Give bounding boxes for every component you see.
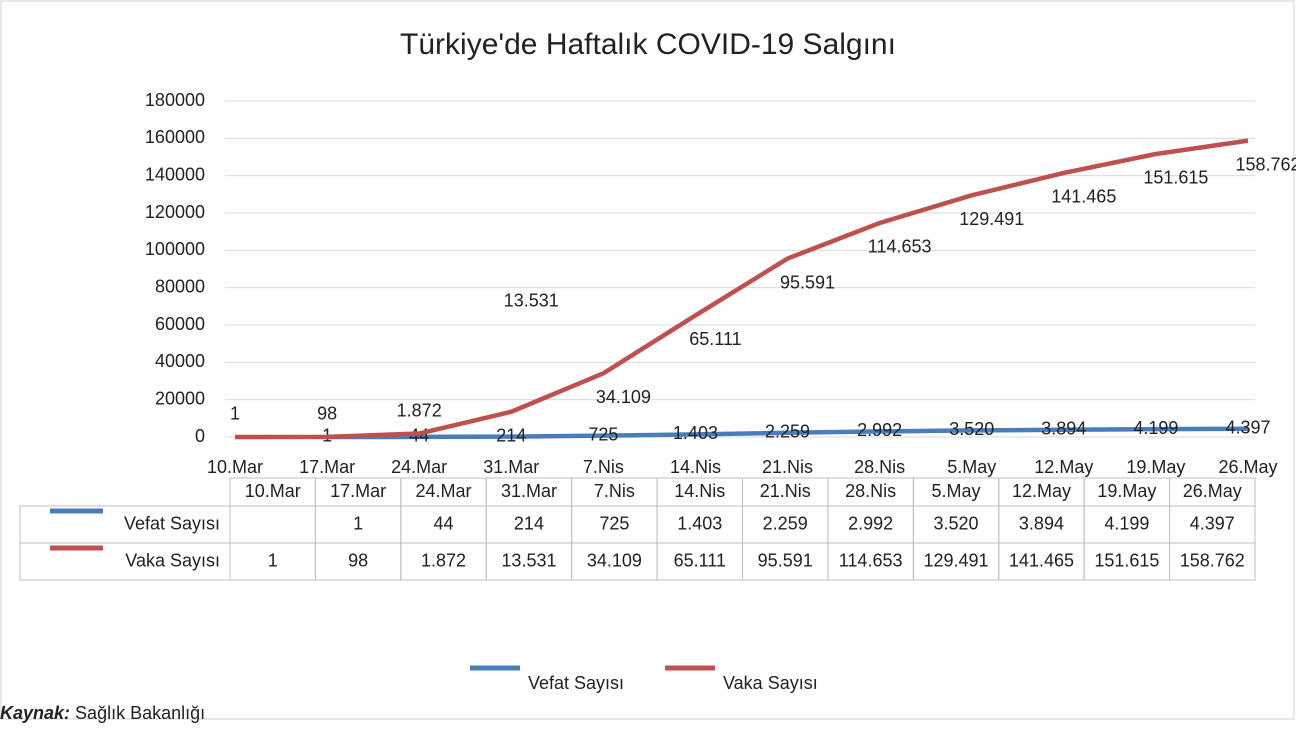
table-header: 17.Mar xyxy=(330,481,386,501)
table-value: 98 xyxy=(348,550,368,570)
table-value: 4.199 xyxy=(1104,513,1149,533)
table-value: 34.109 xyxy=(587,550,642,570)
x-tick-label: 19.May xyxy=(1126,457,1185,477)
data-label: 95.591 xyxy=(780,272,835,292)
table-value: 1.872 xyxy=(421,550,466,570)
data-label: 3.520 xyxy=(949,419,994,439)
x-tick-label: 14.Nis xyxy=(670,457,721,477)
source-text: Sağlık Bakanlığı xyxy=(75,703,205,723)
table-header: 21.Nis xyxy=(760,481,811,501)
data-label: 1.872 xyxy=(397,400,442,420)
series-line xyxy=(327,426,1249,440)
table-value: 1 xyxy=(353,513,363,533)
table-value: 95.591 xyxy=(758,550,813,570)
data-label: 1.403 xyxy=(673,423,718,443)
x-tick-label: 17.Mar xyxy=(299,457,355,477)
x-tick-label: 7.Nis xyxy=(583,457,624,477)
data-label: 3.894 xyxy=(1041,418,1086,438)
table-header: 10.Mar xyxy=(245,481,301,501)
table-value: 725 xyxy=(599,513,629,533)
y-tick-label: 40000 xyxy=(155,351,205,371)
data-label: 2.259 xyxy=(765,422,810,442)
x-tick-label: 21.Nis xyxy=(762,457,813,477)
table-header: 5.May xyxy=(932,481,981,501)
table-header: 24.Mar xyxy=(416,481,472,501)
y-tick-label: 140000 xyxy=(145,164,205,184)
data-label: 214 xyxy=(496,425,526,445)
y-tick-label: 160000 xyxy=(145,127,205,147)
data-label: 141.465 xyxy=(1051,187,1116,207)
data-label: 65.111 xyxy=(689,329,741,349)
table-value: 141.465 xyxy=(1009,550,1074,570)
y-tick-label: 100000 xyxy=(145,239,205,259)
data-label: 2.992 xyxy=(857,420,902,440)
table-value: 2.259 xyxy=(763,513,808,533)
y-tick-label: 120000 xyxy=(145,202,205,222)
table-value: 214 xyxy=(514,513,544,533)
table-value: 65.111 xyxy=(674,550,726,570)
table-value: 151.615 xyxy=(1094,550,1159,570)
table-header: 14.Nis xyxy=(674,481,725,501)
table-header: 31.Mar xyxy=(501,481,557,501)
data-label: 725 xyxy=(588,424,618,444)
table-value: 3.894 xyxy=(1019,513,1064,533)
table-cell xyxy=(1169,542,1256,581)
y-tick-label: 80000 xyxy=(155,276,205,296)
data-label: 98 xyxy=(317,404,337,424)
data-label: 114.653 xyxy=(868,237,932,257)
table-value: 44 xyxy=(434,513,454,533)
data-label: 151.615 xyxy=(1143,168,1208,188)
x-tick-label: 31.Mar xyxy=(483,457,539,477)
data-label: 4.199 xyxy=(1133,418,1178,438)
data-label: 1 xyxy=(230,404,240,424)
chart-title: Türkiye'de Haftalık COVID-19 Salgını xyxy=(400,28,896,61)
data-label: 4.397 xyxy=(1225,418,1270,438)
table-header: 7.Nis xyxy=(594,481,635,501)
table-value: 1.403 xyxy=(677,513,722,533)
data-label: 13.531 xyxy=(504,290,559,310)
table-header: 28.Nis xyxy=(845,481,896,501)
data-label: 129.491 xyxy=(959,209,1024,229)
table-row-label: Vaka Sayısı xyxy=(125,550,220,570)
x-tick-label: 5.May xyxy=(947,457,996,477)
data-label: 34.109 xyxy=(596,387,651,407)
x-tick-label: 10.Mar xyxy=(207,457,263,477)
y-tick-label: 180000 xyxy=(145,90,205,110)
data-label: 158.762 xyxy=(1235,154,1296,174)
legend-label: Vaka Sayısı xyxy=(723,673,818,693)
x-tick-label: 12.May xyxy=(1034,457,1093,477)
legend-label: Vefat Sayısı xyxy=(528,673,624,693)
x-tick-label: 26.May xyxy=(1218,457,1277,477)
table-header: 26.May xyxy=(1183,481,1242,501)
table-value: 114.653 xyxy=(839,550,903,570)
table-value: 158.762 xyxy=(1180,550,1245,570)
x-tick-label: 28.Nis xyxy=(854,457,905,477)
source-label: Kaynak: xyxy=(0,703,70,723)
table-header: 19.May xyxy=(1097,481,1156,501)
table-value: 129.491 xyxy=(924,550,989,570)
table-row-label: Vefat Sayısı xyxy=(124,513,220,533)
table-value: 1 xyxy=(268,550,278,570)
x-tick-label: 24.Mar xyxy=(391,457,447,477)
series-line xyxy=(234,138,1249,440)
y-tick-label: 60000 xyxy=(155,314,205,334)
table-value: 3.520 xyxy=(934,513,979,533)
y-tick-label: 0 xyxy=(195,426,205,446)
table-value: 4.397 xyxy=(1190,513,1235,533)
source: Kaynak: Sağlık Bakanlığı xyxy=(0,703,205,723)
table-header: 12.May xyxy=(1012,481,1071,501)
table-value: 13.531 xyxy=(501,550,556,570)
table-value: 2.992 xyxy=(848,513,893,533)
y-tick-label: 20000 xyxy=(155,388,205,408)
